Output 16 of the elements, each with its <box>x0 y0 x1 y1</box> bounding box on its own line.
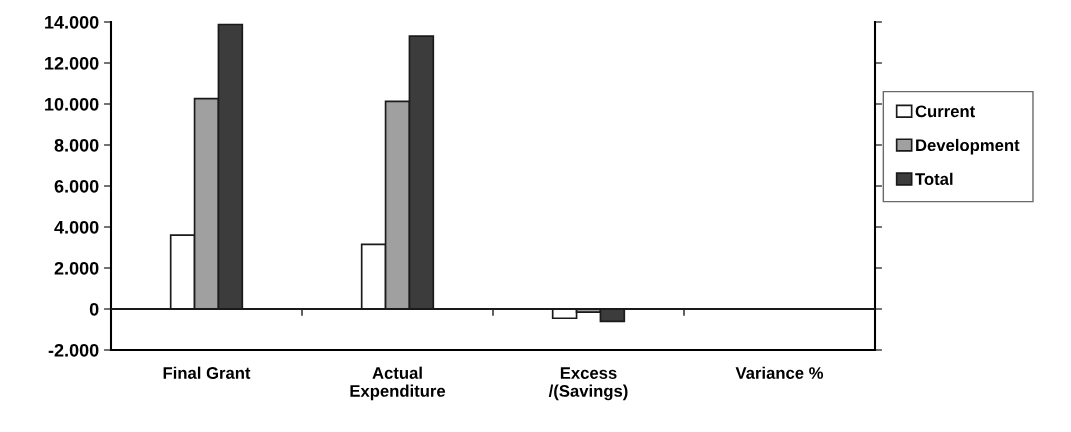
legend-label: Total <box>915 172 953 185</box>
y-tick-label: 2.000 <box>54 261 99 275</box>
x-tick-label: Final Grant <box>163 366 251 379</box>
x-tick-label: Actual Expenditure <box>350 366 446 401</box>
y-tick-label: 8.000 <box>54 138 99 152</box>
legend-label: Development <box>916 138 1020 155</box>
x-tick-label: Variance % <box>735 366 824 379</box>
y-tick-label: 14.000 <box>45 15 99 29</box>
y-tick-label: 10.000 <box>45 97 99 111</box>
y-tick-label: -2.000 <box>48 343 99 357</box>
y-tick-label: 12.000 <box>45 56 99 70</box>
x-tick-label: Excess /(Savings) <box>548 367 628 401</box>
y-tick-label: 4.000 <box>54 220 99 234</box>
legend-label: Current <box>915 105 975 118</box>
y-tick-label: 0 <box>89 302 99 316</box>
y-tick-label: 6.000 <box>54 179 99 193</box>
